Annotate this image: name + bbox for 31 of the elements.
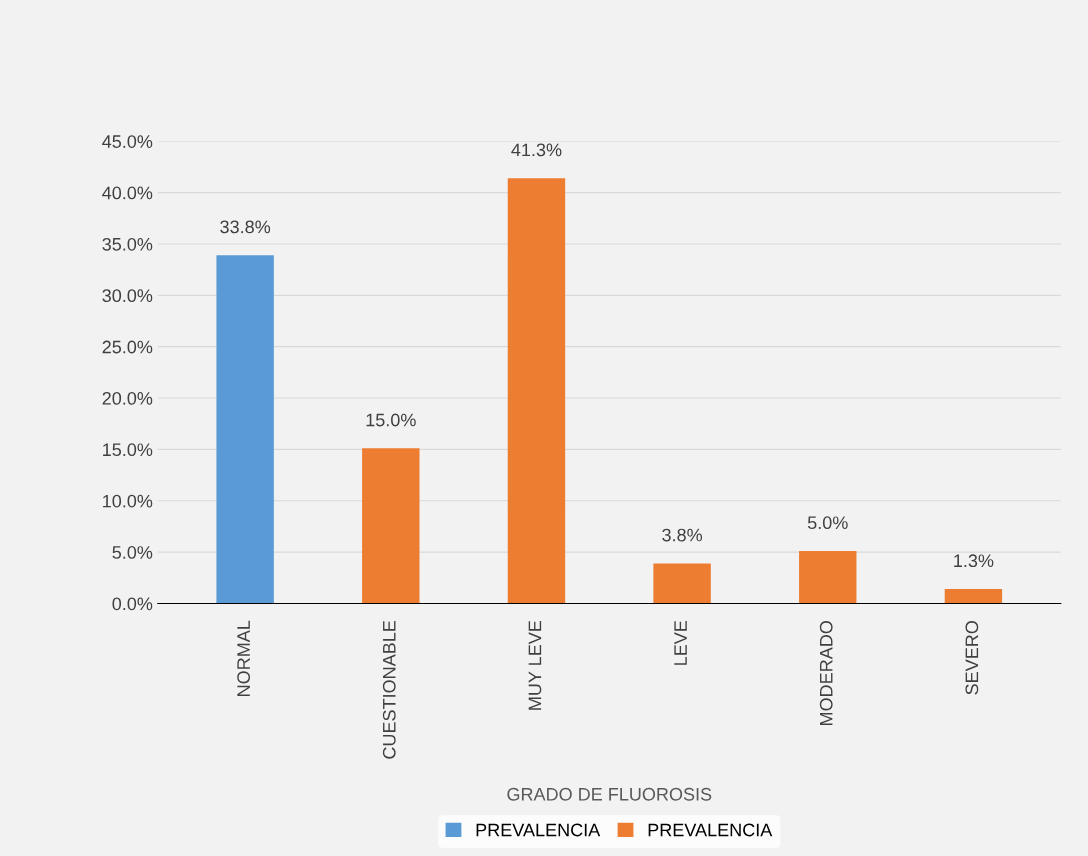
bar bbox=[216, 255, 274, 604]
x-tick-label: NORMAL bbox=[237, 620, 250, 696]
y-tick-label: 0.0% bbox=[112, 597, 153, 611]
data-label: 41.3% bbox=[511, 143, 562, 157]
x-tick-label: SEVERO bbox=[965, 621, 979, 695]
y-tick-label: 35.0% bbox=[102, 237, 153, 251]
y-tick-label: 20.0% bbox=[102, 391, 153, 405]
data-label: 5.0% bbox=[807, 516, 848, 530]
legend-label: PREVALENCIA bbox=[476, 823, 601, 837]
y-tick-label: 10.0% bbox=[103, 494, 153, 508]
y-tick-label: 15.0% bbox=[103, 443, 153, 457]
data-label: 33.8% bbox=[220, 220, 271, 234]
x-axis-title: GRADO DE FLUOROSIS bbox=[507, 787, 712, 801]
x-tick-label: CUESTIONABLE bbox=[382, 620, 396, 759]
data-label: 1.3% bbox=[954, 554, 994, 568]
y-tick-label: 25.0% bbox=[102, 340, 153, 354]
bar bbox=[944, 589, 1003, 604]
data-label: 15.0% bbox=[366, 413, 416, 427]
x-tick-label: MODERADO bbox=[819, 621, 833, 725]
y-tick-label: 5.0% bbox=[112, 546, 153, 559]
bar bbox=[653, 563, 711, 604]
bar bbox=[362, 448, 420, 604]
x-tick-label: MUY LEVE bbox=[528, 620, 542, 710]
legend-label: PREVALENCIA bbox=[648, 823, 773, 837]
y-tick-label: 40.0% bbox=[102, 186, 153, 200]
bar bbox=[799, 551, 857, 604]
y-tick-label: 45.0% bbox=[102, 135, 153, 148]
y-tick-label: 30.0% bbox=[102, 289, 153, 303]
bar bbox=[507, 178, 566, 604]
x-tick-label: LEVE bbox=[674, 620, 687, 665]
data-label: 3.8% bbox=[662, 528, 703, 542]
